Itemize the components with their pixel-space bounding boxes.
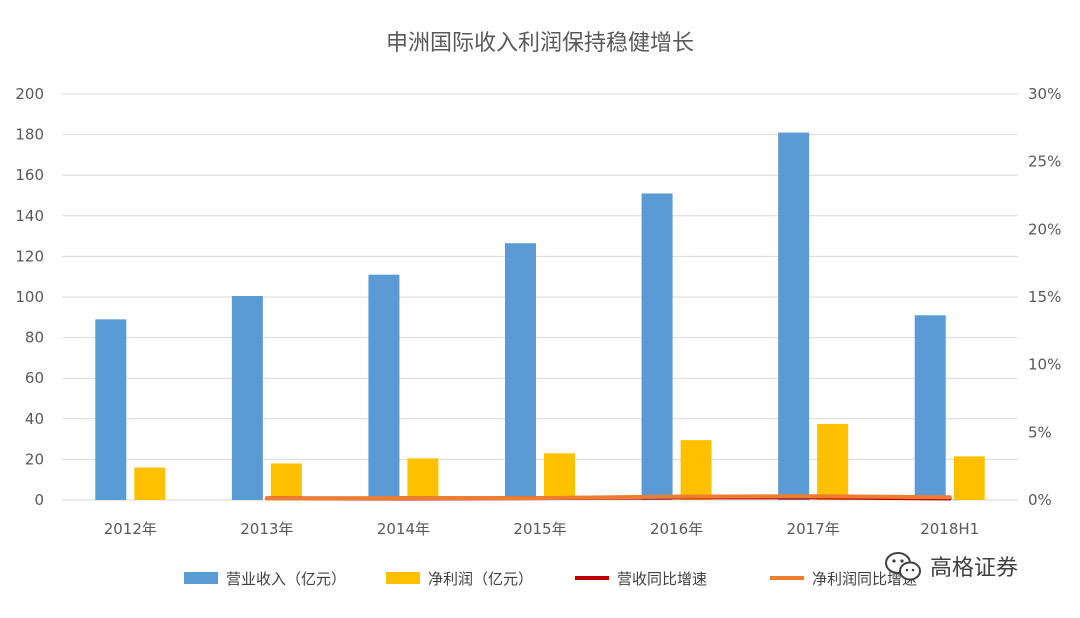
legend-label: 净利润同比增速	[812, 570, 917, 588]
bar	[368, 274, 400, 500]
y-left-tick-label: 60	[25, 369, 44, 387]
legend: 营业收入（亿元） 净利润（亿元） 营收同比增速 净利润同比增速	[184, 570, 917, 588]
bar	[270, 463, 302, 500]
y-right-tick-label: 20%	[1028, 220, 1061, 238]
x-tick-label: 2013年	[240, 520, 293, 538]
bar	[407, 458, 439, 500]
legend-label: 营业收入（亿元）	[226, 570, 346, 588]
legend-label: 净利润（亿元）	[428, 570, 533, 588]
x-tick-label: 2018H1	[920, 520, 979, 538]
y-right-tick-label: 0%	[1028, 491, 1052, 509]
x-tick-label: 2017年	[787, 520, 840, 538]
bar	[134, 467, 166, 500]
bar	[778, 132, 810, 500]
series-line	[264, 494, 952, 501]
bar	[95, 319, 127, 500]
x-tick-label: 2012年	[104, 520, 157, 538]
legend-label: 营收同比增速	[617, 570, 707, 588]
y-left-tick-label: 180	[15, 126, 44, 144]
y-right-tick-label: 5%	[1028, 423, 1052, 441]
bars	[95, 132, 985, 500]
axes: 0 20 40 60 80 100 120 140 160 180 200 0% 5% 10% 15% 20%…	[15, 85, 1061, 538]
y-left-tick-label: 120	[15, 247, 44, 265]
bar	[817, 423, 849, 500]
bar	[953, 456, 985, 500]
y-right-tick-label: 25%	[1028, 153, 1061, 171]
y-right-tick-label: 30%	[1028, 85, 1061, 103]
chart-title: 申洲国际收入利润保持稳健增长	[386, 31, 694, 56]
y-left-tick-label: 100	[15, 288, 44, 306]
x-tick-label: 2015年	[513, 520, 566, 538]
y-left-tick-label: 160	[15, 166, 44, 184]
x-tick-label: 2016年	[650, 520, 703, 538]
x-tick-label: 2014年	[377, 520, 430, 538]
y-left-tick-label: 80	[25, 329, 44, 347]
bar	[914, 315, 946, 500]
bar	[544, 453, 575, 500]
y-left-tick-label: 140	[15, 207, 44, 225]
y-left-tick-label: 20	[25, 450, 44, 468]
legend-swatch	[386, 572, 420, 584]
wechat-icon	[885, 552, 921, 581]
watermark-text: 高格证券	[930, 556, 1018, 581]
lines	[264, 494, 952, 501]
legend-swatch	[184, 572, 218, 584]
bar	[680, 440, 712, 500]
watermark: 高格证券	[885, 552, 1018, 581]
y-right-tick-label: 15%	[1028, 288, 1061, 306]
y-left-tick-label: 0	[34, 491, 44, 509]
y-left-tick-label: 40	[25, 410, 44, 428]
gridlines	[62, 93, 1018, 501]
y-left-tick-label: 200	[15, 85, 44, 103]
bar	[231, 295, 263, 500]
bar	[505, 243, 536, 500]
bar	[641, 193, 673, 500]
y-right-tick-label: 10%	[1028, 356, 1061, 374]
